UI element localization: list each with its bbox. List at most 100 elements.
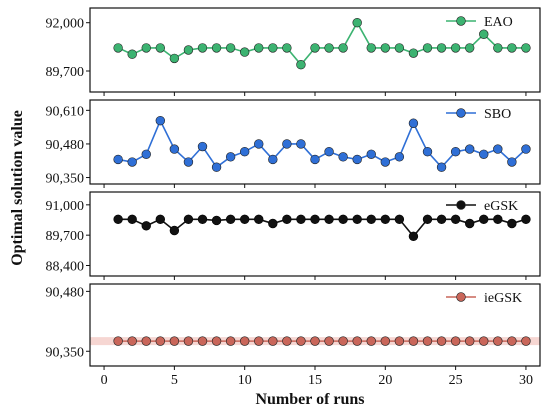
data-point (366, 214, 376, 225)
data-point (310, 43, 320, 53)
series-line (117, 118, 527, 169)
data-point (422, 214, 433, 225)
data-point (169, 336, 180, 346)
data-point (268, 43, 278, 53)
data-point (254, 214, 264, 225)
data-point (338, 152, 348, 162)
data-point (408, 48, 419, 58)
data-point (310, 336, 320, 346)
data-point (141, 149, 151, 159)
data-point (493, 214, 503, 225)
data-point (338, 336, 348, 346)
x-tick-label: 30 (519, 373, 533, 388)
legend-marker (456, 292, 466, 302)
y-tick-label: 90,610 (46, 104, 85, 119)
legend-marker (456, 108, 466, 118)
data-point (450, 214, 461, 225)
data-point (127, 49, 137, 59)
y-tick-label: 89,700 (46, 65, 85, 80)
data-point (239, 146, 250, 157)
data-point (436, 214, 447, 225)
y-tick-label: 90,480 (46, 285, 85, 300)
data-point (113, 154, 123, 165)
data-point (155, 115, 166, 126)
data-point (225, 43, 236, 53)
data-point (197, 43, 208, 53)
data-point (521, 336, 531, 346)
data-point (408, 231, 419, 242)
x-tick-label: 10 (238, 373, 252, 388)
data-point (422, 43, 433, 53)
data-point (324, 146, 334, 157)
legend-marker (456, 16, 466, 26)
y-tick-label: 89,700 (46, 229, 85, 244)
data-point (394, 43, 405, 53)
data-point (450, 336, 461, 346)
data-point (141, 43, 151, 53)
x-axis-title: Number of runs (255, 391, 364, 408)
data-point (183, 336, 194, 346)
data-point (211, 43, 222, 53)
data-point (282, 139, 292, 149)
data-point (183, 214, 194, 225)
data-point (436, 162, 447, 172)
data-point (464, 144, 475, 154)
data-point (169, 144, 180, 154)
legend-label: SBO (484, 107, 511, 122)
y-tick-label: 92,000 (46, 17, 85, 32)
x-tick-label: 20 (378, 373, 392, 388)
data-point (479, 336, 489, 346)
x-tick-label: 15 (308, 373, 322, 388)
data-point (436, 336, 447, 346)
series-line (117, 21, 526, 66)
legend-label: EAO (484, 15, 513, 30)
data-point (169, 53, 180, 64)
data-point (507, 218, 517, 229)
data-point (296, 336, 306, 346)
data-point (380, 43, 391, 53)
data-point (352, 336, 362, 346)
series-line (118, 218, 527, 238)
data-point (183, 157, 194, 167)
data-point (282, 336, 292, 346)
data-point (183, 45, 194, 55)
data-point (141, 221, 151, 231)
data-point (324, 43, 334, 53)
data-point (450, 146, 461, 157)
data-point (296, 214, 306, 225)
data-point (338, 43, 348, 53)
legend-marker (456, 200, 466, 210)
data-point (254, 43, 264, 53)
y-axis-title: Optimal solution value (9, 110, 26, 266)
legend-label: ieGSK (484, 291, 522, 306)
data-point (211, 215, 222, 226)
data-point (493, 144, 503, 154)
data-point (268, 154, 278, 165)
data-point (408, 336, 419, 346)
data-point (394, 336, 405, 346)
x-tick-label: 25 (449, 373, 463, 388)
y-tick-label: 91,000 (46, 199, 85, 214)
data-point (268, 218, 278, 229)
data-point (310, 154, 320, 165)
data-point (113, 336, 123, 346)
data-point (282, 43, 292, 53)
data-point (464, 43, 475, 53)
data-point (479, 214, 489, 225)
data-point (211, 336, 222, 346)
data-point (239, 214, 250, 225)
data-point (436, 43, 447, 53)
data-point (338, 214, 348, 225)
data-point (127, 214, 137, 225)
data-point (479, 29, 489, 39)
data-point (352, 18, 362, 28)
data-point (169, 225, 180, 236)
panel-eao: 89,700 92,000 EAO (46, 7, 541, 96)
x-tick-label: 0 (101, 373, 108, 388)
panel-sbo: 90,350 90,480 90,610 SBO (46, 99, 541, 188)
data-point (225, 336, 236, 346)
panel-egsk: 88,400 89,700 91,000 eGSK (46, 191, 541, 280)
data-point (507, 157, 517, 167)
data-point (422, 146, 433, 157)
